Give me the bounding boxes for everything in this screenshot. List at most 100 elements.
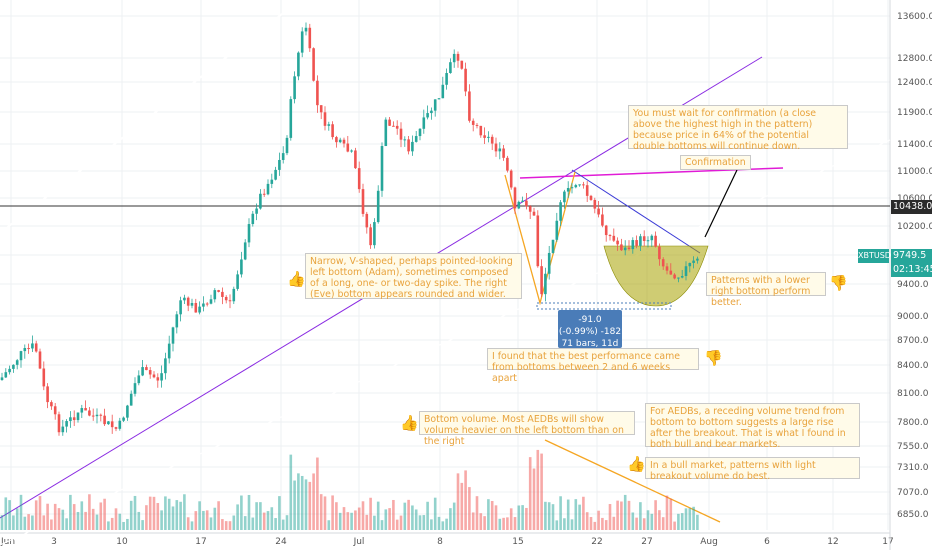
candle-body	[665, 266, 669, 271]
volume-bar	[380, 520, 384, 530]
volume-bar	[289, 454, 293, 530]
candle-body	[213, 290, 217, 300]
candle-body	[31, 343, 34, 349]
volume-bar	[183, 494, 186, 530]
candle-body	[4, 372, 8, 378]
candle-body	[544, 273, 547, 295]
volume-bar	[384, 509, 388, 530]
candle-body	[373, 222, 376, 246]
adam-eve-note[interactable]: Narrow, V-shaped, perhaps pointed-lookin…	[305, 253, 522, 300]
volume-bar	[338, 512, 342, 530]
candle-body	[646, 240, 650, 242]
candle-body	[494, 143, 498, 152]
thumbs-up-icon: 👍	[287, 270, 306, 288]
volume-bar	[27, 514, 30, 530]
candle-body	[479, 125, 483, 136]
candle-body	[357, 168, 361, 190]
volume-bar	[133, 495, 137, 530]
volume-bar	[194, 511, 198, 530]
volume-bar	[635, 517, 638, 530]
volume-bar	[688, 508, 692, 530]
candle-body	[388, 119, 391, 126]
confirmation-label[interactable]: Confirmation	[680, 155, 751, 170]
volume-bar	[110, 517, 114, 530]
volume-bar	[593, 521, 597, 530]
y-tick-label: 12400.0	[897, 78, 932, 88]
candle-body	[688, 262, 692, 267]
candle-body	[84, 408, 87, 411]
x-tick-label: 10	[116, 537, 128, 547]
volume-bar	[331, 495, 334, 530]
volume-bar	[346, 512, 350, 530]
lower-right-note[interactable]: Patterns with a lower right bottom perfo…	[706, 272, 826, 308]
thumbs-up-icon: 👍	[627, 455, 646, 473]
candle-body	[578, 184, 581, 186]
candle-body	[460, 60, 464, 69]
volume-bar	[50, 519, 53, 530]
volume-bar	[665, 495, 669, 530]
adam-v-outline	[504, 171, 576, 306]
volume-bar	[38, 496, 42, 530]
measure-tool-box[interactable]: -91.0 (-0.99%) -182 71 bars, 11d 20h	[558, 310, 622, 361]
volume-bar	[555, 520, 559, 530]
candle-body	[228, 300, 232, 302]
y-tick-label: 7800.0	[897, 418, 929, 428]
candle-body	[15, 360, 19, 365]
volume-bar	[129, 500, 133, 530]
candle-body	[167, 343, 171, 359]
volume-bar	[646, 510, 650, 530]
volume-bar	[528, 457, 532, 530]
volume-bar	[46, 503, 49, 530]
volume-bar	[285, 515, 289, 530]
candle-body	[627, 247, 631, 250]
candle-body	[623, 247, 627, 251]
candle-body	[103, 415, 106, 425]
candle-body	[673, 274, 676, 279]
volume-bar	[612, 516, 616, 530]
candle-body	[232, 288, 236, 302]
volume-bar	[433, 497, 437, 530]
volume-bar	[316, 457, 319, 530]
candle-body	[441, 84, 445, 99]
confirmation-note[interactable]: You must wait for confirmation (a close …	[628, 105, 848, 152]
candle-body	[255, 208, 258, 214]
candle-body	[631, 240, 635, 250]
volume-bar	[156, 503, 160, 530]
candle-body	[145, 367, 148, 371]
candle-body	[612, 235, 616, 241]
volume-bar	[243, 516, 247, 530]
volume-bar	[8, 500, 11, 530]
candle-body	[433, 99, 437, 111]
y-tick-label: 11000.0	[897, 167, 932, 177]
duration-note[interactable]: I found that the best performance came f…	[487, 348, 699, 384]
volume-bar	[414, 509, 418, 530]
volume-bar	[213, 507, 217, 530]
volume-bar	[80, 501, 84, 530]
volume-bar	[88, 494, 91, 530]
y-tick-label: 10200.0	[897, 222, 932, 232]
volume-bar	[437, 516, 441, 530]
candle-body	[585, 185, 589, 196]
volume-bar	[354, 510, 357, 530]
volume-bar	[684, 508, 688, 530]
volume-bar	[582, 496, 585, 530]
bull-market-note[interactable]: In a bull market, patterns with light br…	[645, 457, 860, 482]
volume-bar	[69, 494, 72, 530]
y-tick-label: 7550.0	[897, 442, 929, 452]
volume-bar	[418, 515, 422, 530]
candle-body	[285, 137, 289, 154]
receding-volume-note[interactable]: For AEDBs, a receding volume trend from …	[645, 403, 860, 450]
candle-body	[129, 393, 133, 406]
candle-body	[88, 410, 91, 416]
volume-bar	[475, 496, 479, 530]
bottom-volume-note[interactable]: Bottom volume. Most AEDBs will show volu…	[419, 411, 635, 447]
volume-bar	[224, 521, 228, 530]
volume-bar	[198, 501, 201, 530]
candle-body	[46, 386, 49, 403]
candle-body	[361, 189, 365, 214]
candle-body	[297, 52, 300, 77]
volume-bar	[99, 502, 103, 530]
volume-bar	[304, 479, 308, 530]
